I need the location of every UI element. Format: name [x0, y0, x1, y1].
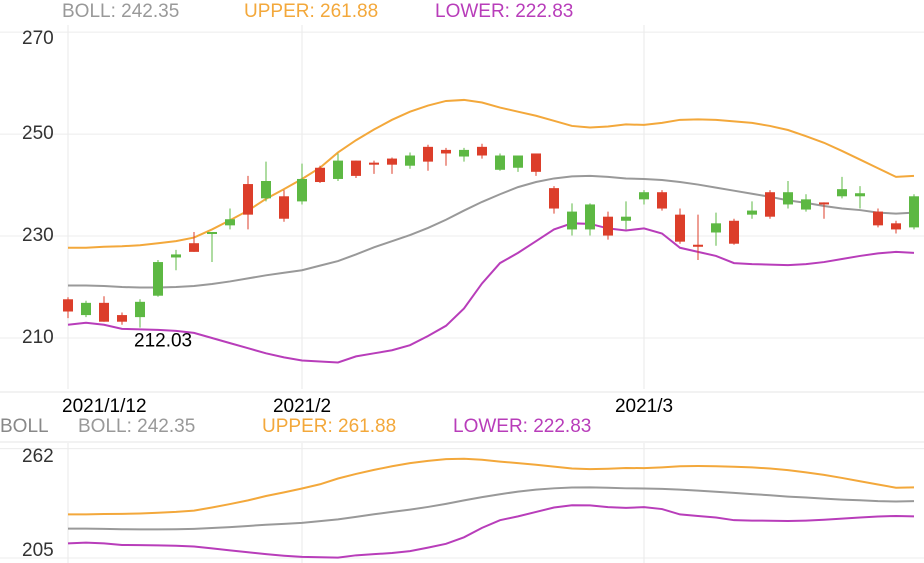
candle-body	[171, 254, 181, 258]
candle-body	[531, 153, 541, 172]
candle-body	[387, 158, 397, 165]
candle-body	[783, 192, 793, 205]
candle-body	[405, 155, 415, 166]
candle-body	[279, 196, 289, 219]
candle-body	[423, 146, 433, 162]
candle-body	[711, 223, 721, 233]
candle-body	[909, 196, 919, 228]
candle-body	[657, 192, 667, 209]
candle-body	[801, 199, 811, 210]
band-line	[68, 98, 915, 249]
candle-body	[333, 160, 343, 179]
candle-body	[477, 146, 487, 156]
candle-body	[351, 160, 361, 176]
candle-body	[837, 189, 847, 197]
grid	[0, 25, 924, 563]
y-tick-label: 205	[22, 540, 54, 561]
candle-body	[765, 192, 775, 217]
candle-body	[135, 301, 145, 318]
candle-body	[621, 216, 631, 221]
candle-body	[243, 184, 253, 215]
candle-body	[441, 149, 451, 154]
candle-body	[747, 210, 757, 215]
legend-entry: LOWER: 222.83	[435, 1, 573, 22]
x-tick-label: 2021/2	[273, 396, 331, 417]
x-tick-label: 2021/3	[615, 396, 673, 417]
candle-body	[549, 188, 559, 209]
candle-body	[99, 302, 109, 322]
candle-body	[369, 162, 379, 165]
candle-body	[693, 244, 703, 247]
candle-body	[225, 219, 235, 226]
candle-body	[729, 220, 739, 244]
candle-body	[117, 315, 127, 322]
band-line	[68, 486, 915, 531]
candle-body	[495, 155, 505, 170]
labels: BOLL: 242.35 UPPER: 261.88 LOWER: 222.83…	[0, 1, 673, 561]
candle-body	[585, 204, 595, 230]
candle-body	[189, 243, 199, 252]
band-line	[68, 457, 915, 516]
legend-entry: LOWER: 222.83	[453, 416, 591, 437]
candle-body	[639, 192, 649, 200]
legend-entry: BOLL: 242.35	[62, 1, 179, 22]
band-line	[67, 222, 915, 364]
candle-body	[459, 149, 469, 157]
candle-body	[315, 167, 325, 183]
candle-body	[675, 214, 685, 242]
indicator-name: BOLL	[0, 416, 49, 437]
candle-body	[603, 216, 613, 236]
candle-body	[297, 178, 307, 202]
candle-body	[873, 211, 883, 226]
legend-entry: BOLL: 242.35	[78, 416, 195, 437]
candle-body	[567, 211, 577, 230]
y-tick-label: 270	[22, 28, 54, 49]
candle-body	[261, 181, 271, 199]
candle-body	[819, 202, 829, 205]
y-tick-label: 210	[22, 327, 54, 348]
plot	[63, 98, 919, 559]
candle-body	[81, 302, 91, 316]
candle-body	[63, 299, 73, 312]
candle-body	[153, 262, 163, 296]
legend-entry: UPPER: 261.88	[244, 1, 378, 22]
y-tick-label: 262	[22, 446, 54, 467]
candle-body	[891, 223, 901, 230]
y-tick-label: 230	[22, 225, 54, 246]
y-tick-label: 250	[22, 123, 54, 144]
min-label: 212.03	[134, 331, 192, 352]
x-tick-label: 2021/1/12	[62, 396, 147, 417]
candle-body	[513, 155, 523, 168]
candle-body	[855, 193, 865, 197]
band-line	[67, 504, 915, 559]
legend-entry: UPPER: 261.88	[262, 416, 396, 437]
candle-body	[207, 231, 217, 235]
